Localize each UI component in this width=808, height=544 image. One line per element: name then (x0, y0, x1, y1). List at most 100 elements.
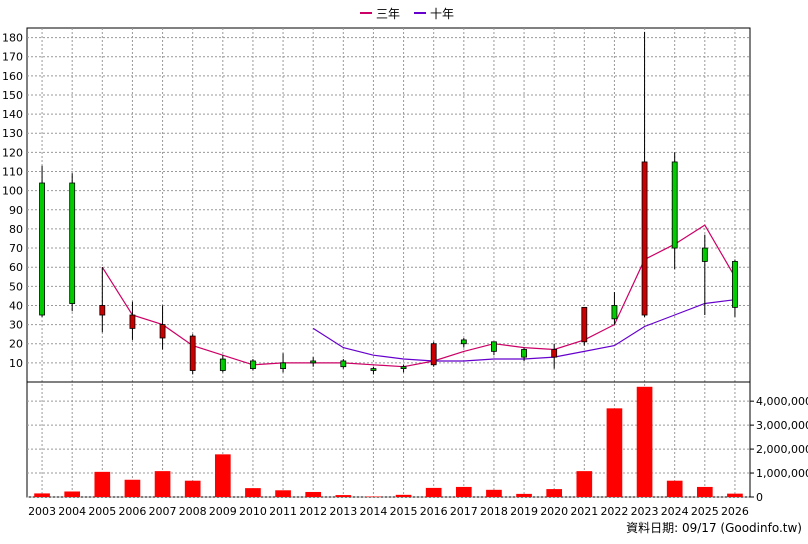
volume-bar (335, 495, 352, 497)
x-tick-label: 2008 (179, 505, 207, 518)
candle-body (551, 349, 558, 358)
price-tick-label: 110 (2, 166, 23, 179)
candle-body (69, 182, 76, 304)
price-tick-label: 50 (9, 280, 23, 293)
x-tick-label: 2020 (540, 505, 568, 518)
volume-tick-label: 3,000,000 (756, 419, 808, 432)
candle-body (701, 247, 708, 262)
volume-bar (305, 491, 322, 497)
price-tick-label: 160 (2, 70, 23, 83)
volume-bar (34, 493, 50, 497)
volume-tick-label: 1,000,000 (756, 467, 808, 480)
volume-bar (516, 493, 532, 497)
legend-item-three-year: 三年 (360, 5, 400, 22)
x-tick-label: 2026 (721, 505, 749, 518)
candle-body (99, 305, 106, 316)
candle-body (250, 360, 256, 370)
volume-bar (184, 480, 201, 497)
candle-body (340, 360, 347, 368)
x-tick-label: 2007 (149, 505, 177, 518)
price-tick-label: 180 (2, 32, 23, 45)
volume-bar (455, 486, 472, 497)
candle-body (310, 360, 317, 364)
price-tick-label: 20 (9, 338, 23, 351)
legend-swatch-three-year (360, 12, 372, 14)
price-tick-label: 150 (2, 89, 23, 102)
volume-tick-label: 4,000,000 (756, 395, 808, 408)
x-tick-label: 2024 (661, 505, 689, 518)
volume-bar (666, 480, 683, 497)
candle-body (400, 366, 407, 370)
volume-bar (275, 490, 291, 497)
price-tick-label: 60 (9, 261, 23, 274)
candle-body (129, 314, 136, 329)
candle-body (39, 182, 45, 316)
x-tick-label: 2017 (450, 505, 478, 518)
price-tick-label: 40 (9, 299, 23, 312)
price-tick-label: 70 (9, 242, 23, 255)
price-tick-label: 170 (2, 51, 23, 64)
volume-tick-label: 2,000,000 (756, 443, 808, 456)
x-tick-label: 2009 (209, 505, 237, 518)
volume-bar (636, 386, 653, 497)
volume-bar (64, 491, 81, 497)
price-tick-label: 130 (2, 127, 23, 140)
candle-body (641, 161, 648, 316)
x-tick-label: 2019 (510, 505, 538, 518)
x-tick-label: 2011 (269, 505, 297, 518)
volume-bar (94, 471, 111, 497)
series-line-three-year (101, 224, 736, 368)
candle-body (732, 261, 738, 308)
candle-body (280, 362, 286, 370)
volume-bar (486, 489, 502, 497)
x-tick-label: 2018 (480, 505, 508, 518)
candle-body (460, 339, 467, 345)
volume-bar (124, 479, 141, 497)
x-tick-label: 2012 (299, 505, 327, 518)
candle-body (370, 368, 377, 371)
price-tick-label: 100 (2, 185, 23, 198)
volume-tick-label: 0 (756, 491, 763, 504)
plot-frame (26, 27, 751, 498)
volume-bar (546, 489, 563, 497)
volume-bar (425, 487, 442, 497)
legend-item-ten-year: 十年 (414, 5, 454, 22)
candle-body (189, 335, 196, 371)
price-tick-label: 10 (9, 357, 23, 370)
volume-bar (154, 471, 171, 497)
x-tick-label: 2006 (118, 505, 146, 518)
x-tick-label: 2014 (359, 505, 387, 518)
volume-bar (696, 486, 713, 497)
volume-bar (214, 454, 231, 497)
price-tick-label: 120 (2, 146, 23, 159)
volume-bar (727, 493, 743, 497)
volume-bar (606, 408, 623, 497)
x-tick-label: 2005 (88, 505, 116, 518)
candle-body (159, 324, 166, 339)
price-tick-label: 90 (9, 204, 23, 217)
price-tick-label: 80 (9, 223, 23, 236)
x-tick-label: 2016 (420, 505, 448, 518)
candle-body (611, 305, 618, 320)
candle-body (219, 358, 226, 371)
x-tick-label: 2023 (631, 505, 659, 518)
x-tick-label: 2003 (28, 505, 56, 518)
x-tick-label: 2004 (58, 505, 86, 518)
volume-bar (245, 488, 261, 497)
candle-body (430, 343, 437, 366)
price-tick-label: 30 (9, 319, 23, 332)
candle-body (491, 341, 497, 352)
volume-bar (395, 494, 412, 497)
legend-label-ten-year: 十年 (430, 6, 455, 21)
volume-bar (576, 471, 593, 497)
x-tick-label: 2021 (570, 505, 598, 518)
candle-body (671, 161, 678, 249)
candle-body (521, 349, 527, 358)
candle-body (581, 306, 588, 343)
legend-swatch-ten-year (414, 12, 427, 14)
x-tick-label: 2010 (239, 505, 267, 518)
legend-label-three-year: 三年 (376, 6, 401, 21)
x-tick-label: 2015 (390, 505, 418, 518)
